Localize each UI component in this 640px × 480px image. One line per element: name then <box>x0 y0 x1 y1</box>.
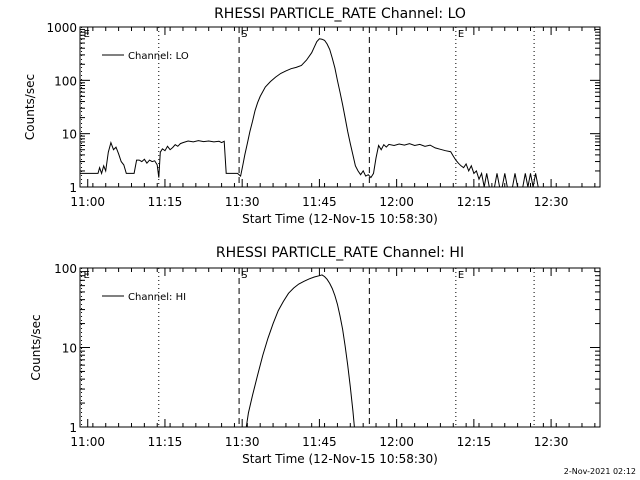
x-axis-label: Start Time (12-Nov-15 10:58:30) <box>242 212 438 226</box>
event-marker-label: S <box>241 270 247 281</box>
y-tick-label: 10 <box>62 128 77 142</box>
x-tick-label: 12:30 <box>534 195 569 209</box>
x-tick-label: 12:00 <box>379 195 414 209</box>
x-tick-label: 11:15 <box>148 435 183 449</box>
x-tick-label: 12:00 <box>379 435 414 449</box>
y-axis-label: Counts/sec <box>23 74 37 140</box>
x-tick-label: 12:30 <box>534 435 569 449</box>
event-marker-label: E <box>458 29 464 40</box>
y-tick-label: 1000 <box>46 21 77 35</box>
y-axis-label: Counts/sec <box>29 314 43 380</box>
x-tick-label: 11:45 <box>302 435 337 449</box>
series-line-Channel: LO <box>80 38 539 187</box>
x-tick-label: 11:30 <box>225 435 260 449</box>
chart-title: RHESSI PARTICLE_RATE Channel: HI <box>216 245 464 261</box>
event-marker-label: E <box>458 270 464 281</box>
x-tick-label: 11:00 <box>70 195 105 209</box>
y-tick-label: 1 <box>69 181 77 195</box>
legend-label: Channel: HI <box>128 292 186 303</box>
chart-title: RHESSI PARTICLE_RATE Channel: LO <box>214 6 466 22</box>
x-tick-label: 12:15 <box>457 435 492 449</box>
y-tick-label: 1 <box>69 421 77 435</box>
plot-frame <box>79 26 601 188</box>
y-tick-label: 100 <box>54 74 77 88</box>
x-tick-label: 11:00 <box>70 435 105 449</box>
x-tick-label: 11:15 <box>148 195 183 209</box>
x-tick-label: 11:45 <box>302 195 337 209</box>
chart-lo-panel: RHESSI PARTICLE_RATE Channel: LO 1 10 100 10… <box>23 6 601 226</box>
event-marker-label: E <box>84 270 90 281</box>
x-axis-label: Start Time (12-Nov-15 10:58:30) <box>242 452 438 466</box>
event-marker-label: S <box>241 29 247 40</box>
series-line-Channel: HI <box>245 274 355 427</box>
y-tick-label: 10 <box>62 342 77 356</box>
legend-label: Channel: LO <box>128 51 189 62</box>
x-tick-label: 11:30 <box>225 195 260 209</box>
footer-timestamp: 2-Nov-2021 02:12 <box>564 467 636 476</box>
event-marker-label: E <box>84 29 90 40</box>
y-tick-label: 100 <box>54 262 77 276</box>
x-tick-label: 12:15 <box>457 195 492 209</box>
chart-hi-panel: RHESSI PARTICLE_RATE Channel: HI 1 10 100 11… <box>29 245 601 466</box>
